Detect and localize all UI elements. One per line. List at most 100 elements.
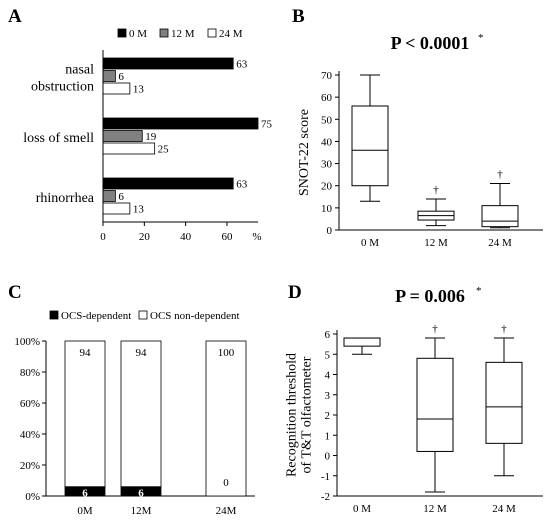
y-tick-label-8: 6 — [325, 329, 331, 341]
x-tick-label-0: 0 M — [361, 237, 379, 249]
bar-value-label-dependent-2: 0 — [223, 477, 229, 489]
significance-mark-2: † — [497, 169, 503, 181]
bar-0-2 — [102, 82, 131, 95]
legend-label-0: 0 M — [129, 28, 147, 40]
y-tick-label-2: 20 — [321, 181, 333, 193]
bar-non-dependent-1 — [120, 340, 162, 488]
legend-label-1: OCS non-dependent — [150, 310, 240, 322]
significance-mark-2: † — [501, 323, 507, 335]
box-2 — [485, 361, 523, 444]
bar-value-label-dependent-1: 6 — [138, 488, 144, 500]
bar-value-label-1-2: 25 — [158, 144, 170, 156]
legend-swatch-0 — [117, 28, 127, 38]
bar-value-label-non-dependent-0: 94 — [80, 347, 92, 359]
bar-value-label-2-2: 13 — [133, 204, 145, 216]
bar-1-2 — [102, 142, 156, 155]
x-tick-label-1: 12M — [131, 505, 152, 517]
panel-a-letter: A — [8, 6, 22, 27]
bar-value-label-0-1: 6 — [118, 71, 124, 83]
y-tick-label-2: 0 — [325, 451, 331, 463]
bar-value-label-non-dependent-2: 100 — [218, 347, 235, 359]
box-0 — [351, 105, 389, 187]
x-unit-label: % — [252, 231, 261, 243]
bar-value-label-dependent-0: 6 — [82, 488, 88, 500]
y-tick-label-3: 1 — [325, 430, 331, 442]
significance-mark-1: † — [432, 323, 438, 335]
y-tick-label-7: 70 — [321, 70, 333, 82]
y-tick-label-3: 30 — [321, 159, 333, 171]
y-tick-label-5: 50 — [321, 114, 333, 126]
bar-value-label-0-2: 13 — [133, 84, 145, 96]
bar-value-label-0-0: 63 — [236, 59, 248, 71]
y-axis-label-0: Recognition threshold — [285, 353, 300, 477]
chart-title-marker: * — [478, 32, 484, 44]
y-tick-label-5: 3 — [325, 390, 331, 402]
bar-value-label-1-0: 75 — [261, 119, 273, 131]
x-tick-label-2: 24 M — [488, 237, 512, 249]
y-tick-label-1: 10 — [321, 203, 333, 215]
bar-non-dependent-0 — [64, 340, 106, 488]
panel-a: 0 M 12 M 24 M nasal obstruction 63 6 13 loss of … — [23, 28, 272, 243]
bar-1-1 — [102, 130, 143, 142]
category-label-1-0: loss of smell — [23, 131, 94, 146]
bar-value-label-1-1: 19 — [145, 131, 157, 143]
x-tick-label-0: 0 — [100, 231, 106, 243]
bar-2-2 — [102, 202, 131, 215]
x-tick-label-2: 40 — [180, 231, 192, 243]
x-tick-label-1: 12 M — [424, 237, 448, 249]
legend-label-2: 24 M — [219, 28, 243, 40]
y-tick-label-4: 2 — [325, 410, 331, 422]
panel-d-letter: D — [288, 282, 302, 303]
y-tick-label-5: 100% — [14, 336, 40, 348]
y-tick-label-1: 20% — [20, 460, 40, 472]
bar-value-label-non-dependent-1: 94 — [136, 347, 148, 359]
bar-non-dependent-2 — [205, 340, 247, 497]
x-tick-label-1: 20 — [139, 231, 151, 243]
category-label-2-0: rhinorrhea — [36, 191, 95, 206]
x-tick-label-2: 24M — [216, 505, 237, 517]
y-tick-label-0: -2 — [321, 491, 330, 503]
chart-title-marker: * — [476, 285, 482, 297]
box-2 — [481, 205, 519, 228]
box-0 — [343, 337, 381, 347]
y-tick-label-6: 4 — [325, 370, 331, 382]
y-tick-label-0: 0 — [327, 225, 333, 237]
x-tick-label-0: 0 M — [353, 503, 371, 515]
y-tick-label-4: 80% — [20, 367, 40, 379]
panel-b-letter: B — [292, 6, 305, 27]
chart-title: P = 0.006 — [395, 286, 465, 306]
chart-title: P < 0.0001 — [391, 33, 470, 53]
legend-swatch-0 — [49, 310, 59, 320]
panel-c-letter: C — [8, 282, 22, 303]
significance-mark-1: † — [433, 184, 439, 196]
legend-swatch-2 — [207, 28, 217, 38]
y-tick-label-2: 40% — [20, 429, 40, 441]
legend-swatch-1 — [159, 28, 169, 38]
legend-label-0: OCS-dependent — [61, 310, 131, 322]
y-axis-label-1: of T&T olfactometer — [300, 356, 315, 473]
category-label-0-1: obstruction — [31, 80, 94, 95]
y-axis-label-0: SNOT-22 score — [297, 109, 312, 196]
category-label-0-0: nasal — [65, 63, 94, 78]
bar-1-0 — [102, 117, 259, 130]
x-tick-label-1: 12 M — [423, 503, 447, 515]
bar-2-1 — [102, 190, 116, 202]
bar-2-0 — [102, 177, 234, 190]
bar-value-label-2-0: 63 — [236, 179, 248, 191]
box-1 — [416, 357, 454, 452]
panel-b: P < 0.0001 * SNOT-22 score 0 10 20 30 40 50 60 70 0… — [297, 32, 543, 249]
x-tick-label-0: 0M — [77, 505, 93, 517]
y-tick-label-6: 60 — [321, 92, 333, 104]
panel-c: OCS-dependent OCS non-dependent0%20%40%60… — [14, 310, 255, 517]
legend-swatch-1 — [138, 310, 148, 320]
y-tick-label-0: 0% — [25, 491, 40, 503]
y-tick-label-7: 5 — [325, 349, 331, 361]
panel-d: P = 0.006 * Recognition threshold of T&T ol… — [285, 285, 543, 515]
y-tick-label-1: -1 — [321, 471, 330, 483]
bar-value-label-2-1: 6 — [118, 191, 124, 203]
x-tick-label-2: 24 M — [492, 503, 516, 515]
y-tick-label-3: 60% — [20, 398, 40, 410]
legend-label-1: 12 M — [171, 28, 195, 40]
bar-0-1 — [102, 70, 116, 82]
